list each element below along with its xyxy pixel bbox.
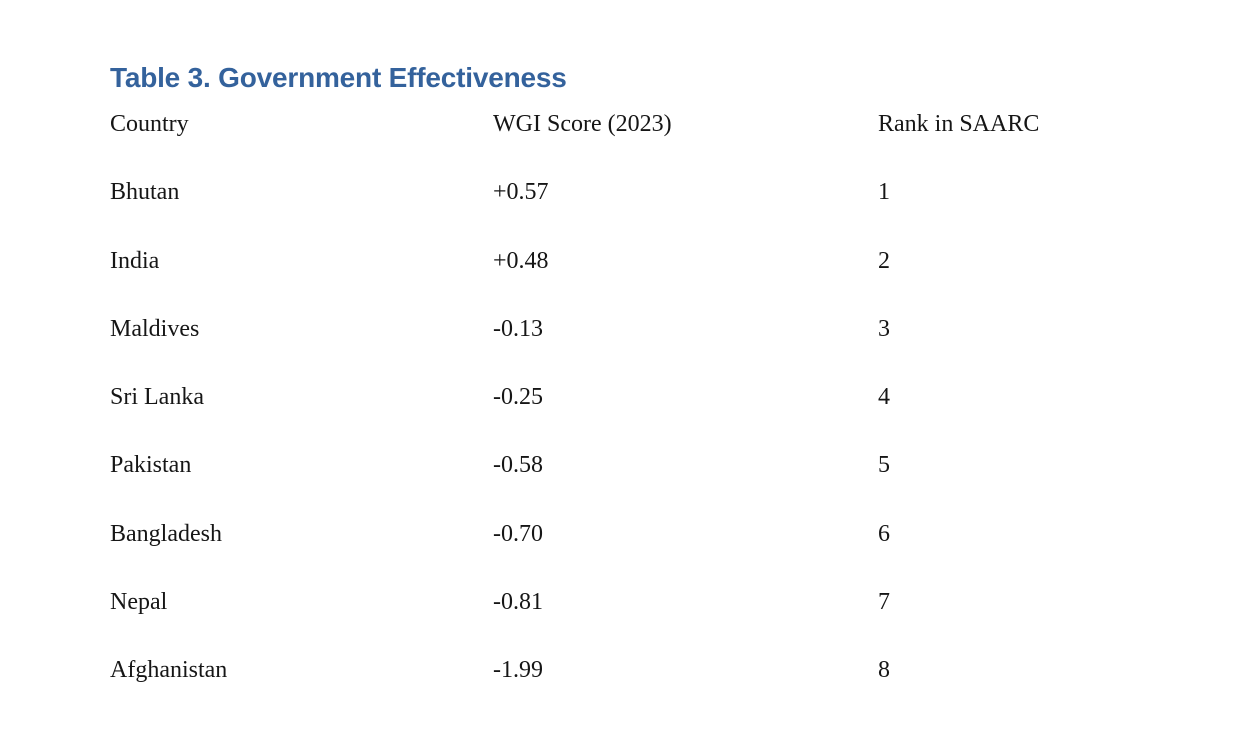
- rank-cell: 4: [878, 384, 890, 411]
- wgi-score-cell: -0.58: [493, 452, 543, 479]
- country-cell: Maldives: [110, 315, 200, 342]
- country-cell: Pakistan: [110, 452, 192, 479]
- table-row: Sri Lanka -0.25 4: [110, 380, 1150, 448]
- government-effectiveness-table: Country WGI Score (2023) Rank in SAARC B…: [110, 107, 1150, 722]
- rank-cell: 5: [878, 452, 890, 479]
- wgi-score-cell: +0.48: [493, 247, 549, 274]
- wgi-score-cell: -0.70: [493, 520, 543, 547]
- country-cell: Bangladesh: [110, 520, 222, 547]
- rank-cell: 3: [878, 315, 890, 342]
- column-header-country: Country: [110, 111, 189, 137]
- table-row: Afghanistan -1.99 8: [110, 653, 1150, 721]
- wgi-score-cell: -1.99: [493, 657, 543, 684]
- table-row: Bangladesh -0.70 6: [110, 517, 1150, 585]
- wgi-score-cell: -0.13: [493, 315, 543, 342]
- column-header-wgi-score: WGI Score (2023): [493, 111, 672, 137]
- rank-cell: 7: [878, 589, 890, 616]
- table-row: India +0.48 2: [110, 244, 1150, 312]
- country-cell: Bhutan: [110, 179, 180, 206]
- wgi-score-cell: +0.57: [493, 179, 549, 206]
- rank-cell: 1: [878, 179, 890, 206]
- country-cell: Nepal: [110, 589, 168, 616]
- wgi-score-cell: -0.25: [493, 384, 543, 411]
- table-title: Table 3. Government Effectiveness: [110, 62, 567, 93]
- rank-cell: 8: [878, 657, 890, 684]
- table-row: Nepal -0.81 7: [110, 585, 1150, 653]
- header-row: Country WGI Score (2023) Rank in SAARC: [110, 107, 1150, 175]
- wgi-score-cell: -0.81: [493, 589, 543, 616]
- rank-cell: 2: [878, 247, 890, 274]
- table-row: Maldives -0.13 3: [110, 312, 1150, 380]
- rank-cell: 6: [878, 520, 890, 547]
- country-cell: India: [110, 247, 160, 274]
- country-cell: Afghanistan: [110, 657, 228, 684]
- country-cell: Sri Lanka: [110, 384, 204, 411]
- table-row: Bhutan +0.57 1: [110, 175, 1150, 243]
- table-row: Pakistan -0.58 5: [110, 448, 1150, 516]
- column-header-rank: Rank in SAARC: [878, 111, 1040, 137]
